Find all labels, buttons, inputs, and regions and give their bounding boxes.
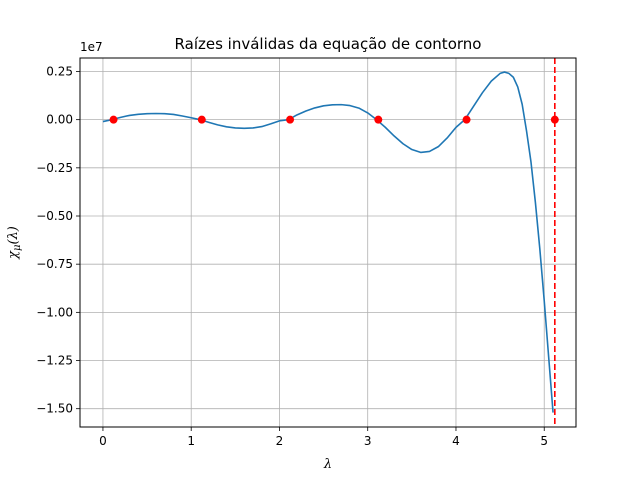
x-tick-label: 1 (187, 434, 195, 448)
y-tick-label: −1.25 (36, 354, 73, 368)
x-tick-label: 3 (364, 434, 372, 448)
y-tick-label: −0.50 (36, 209, 73, 223)
root-point (550, 115, 559, 124)
y-axis-ticks: 0.25 0.00 −0.25 −0.50 −0.75 −1.00 −1.25 −1.50 (36, 64, 80, 416)
root-point (374, 115, 383, 124)
y-tick-label: 0.25 (46, 64, 73, 78)
root-point (286, 115, 295, 124)
x-tick-label: 2 (276, 434, 284, 448)
y-offset-label: 1e7 (80, 40, 103, 54)
x-axis-ticks: 0 1 2 3 4 5 (99, 427, 548, 448)
plot-area (102, 58, 559, 427)
axes-frame (79, 57, 577, 428)
series-line (102, 71, 554, 413)
y-tick-label: −1.50 (36, 402, 73, 416)
root-point (197, 115, 206, 124)
root-point (109, 115, 118, 124)
x-axis-label: λ (323, 457, 332, 472)
x-tick-label: 5 (540, 434, 548, 448)
y-axis-label: χμ(λ) (6, 226, 23, 260)
y-tick-label: −0.75 (36, 257, 73, 271)
x-tick-label: 0 (99, 434, 107, 448)
chart-title: Raízes inválidas da equação de contorno (175, 35, 482, 53)
y-tick-label: 0.00 (46, 113, 73, 127)
y-tick-label: −1.00 (36, 305, 73, 319)
y-tick-label: −0.25 (36, 161, 73, 175)
grid-lines (80, 58, 576, 427)
x-tick-label: 4 (452, 434, 460, 448)
root-point (462, 115, 471, 124)
plot-clip-group (102, 58, 559, 427)
